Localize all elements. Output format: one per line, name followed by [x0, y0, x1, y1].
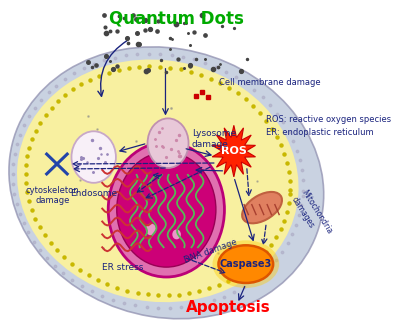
Circle shape — [172, 230, 181, 239]
Polygon shape — [212, 125, 256, 177]
Text: DNA damage: DNA damage — [183, 238, 238, 265]
Circle shape — [108, 142, 224, 277]
Text: Caspase3: Caspase3 — [220, 259, 272, 269]
Ellipse shape — [212, 240, 279, 288]
Text: Endosome: Endosome — [70, 189, 117, 198]
Ellipse shape — [9, 47, 324, 319]
Text: Mitochondria
damages: Mitochondria damages — [289, 189, 334, 242]
Ellipse shape — [218, 245, 273, 283]
Ellipse shape — [242, 192, 282, 223]
Text: Lysosome
damage: Lysosome damage — [192, 129, 236, 149]
Text: Quantum Dots: Quantum Dots — [109, 9, 244, 27]
Text: ROS: ROS — [221, 146, 247, 156]
Circle shape — [117, 152, 216, 267]
Text: ROS: reactive oxygen species
ER: endoplastic reticulum: ROS: reactive oxygen species ER: endopla… — [266, 115, 392, 137]
Text: Apoptosis: Apoptosis — [186, 300, 270, 315]
Circle shape — [146, 224, 156, 235]
Ellipse shape — [17, 60, 298, 302]
Circle shape — [72, 131, 116, 183]
Ellipse shape — [148, 118, 188, 168]
Text: cytoskeleton
damage: cytoskeleton damage — [26, 186, 80, 205]
Text: Cell membrane damage: Cell membrane damage — [219, 78, 321, 87]
Text: ER stress: ER stress — [102, 263, 144, 272]
